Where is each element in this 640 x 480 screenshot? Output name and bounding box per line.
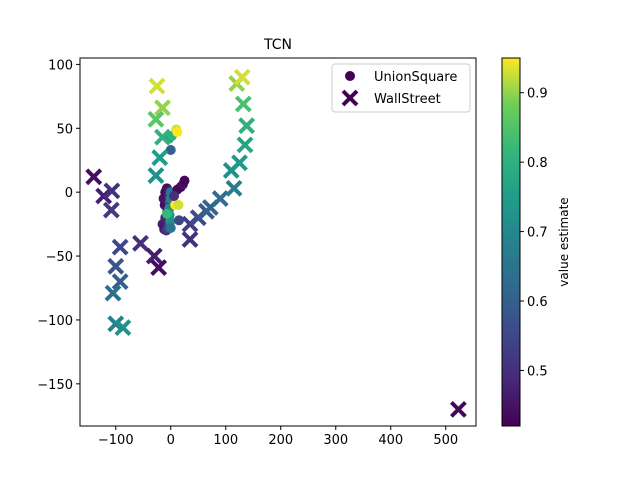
chart-title: TCN bbox=[263, 37, 292, 53]
wallstreet-point bbox=[231, 154, 248, 172]
colorbar-tick-label: 0.5 bbox=[527, 364, 548, 379]
wallstreet-point bbox=[154, 128, 171, 146]
wallstreet-point bbox=[85, 168, 103, 186]
wallstreet-point bbox=[102, 201, 120, 219]
wallstreet-point bbox=[104, 284, 122, 302]
wallstreet-point bbox=[147, 167, 165, 184]
legend: UnionSquare WallStreet bbox=[331, 63, 471, 113]
plot-frame bbox=[79, 57, 477, 427]
wallstreet-point bbox=[103, 182, 121, 200]
x-tick-label: 100 bbox=[213, 433, 238, 448]
wallstreet-point bbox=[151, 149, 169, 167]
wallstreet-point bbox=[225, 179, 243, 197]
wallstreet-point bbox=[95, 187, 113, 205]
wallstreet-point bbox=[147, 110, 165, 128]
colorbar-tick-label: 0.8 bbox=[527, 156, 548, 171]
wallstreet-point bbox=[234, 95, 252, 113]
unionsquare-point bbox=[165, 145, 176, 155]
y-axis: −150 −100 −50 0 50 100 bbox=[37, 58, 80, 393]
wallstreet-point bbox=[154, 99, 171, 117]
colorbar-label: value estimate bbox=[557, 197, 571, 286]
x-tick-label: 300 bbox=[323, 433, 348, 448]
x-tick-label: 400 bbox=[378, 433, 403, 448]
wallstreet-point bbox=[449, 400, 467, 418]
colorbar bbox=[501, 57, 521, 427]
y-tick-label: 50 bbox=[56, 122, 73, 137]
wallstreet-point bbox=[211, 190, 229, 207]
legend-box bbox=[331, 63, 471, 113]
x-tick-label: −100 bbox=[98, 433, 134, 448]
wallstreet-point bbox=[148, 77, 166, 95]
colorbar-axis: 0.5 0.6 0.7 0.8 0.9 bbox=[520, 87, 548, 379]
legend-label-unionsquare: UnionSquare bbox=[374, 70, 457, 85]
legend-marker-wallstreet bbox=[341, 89, 359, 107]
colorbar-tick-label: 0.7 bbox=[527, 226, 548, 241]
y-tick-label: −50 bbox=[46, 250, 73, 265]
x-tick-label: 500 bbox=[433, 433, 458, 448]
wallstreet-point bbox=[150, 259, 168, 276]
y-tick-label: 0 bbox=[65, 186, 73, 201]
wallstreet-point bbox=[114, 319, 132, 337]
unionsquare-point bbox=[174, 215, 184, 226]
plot-marks bbox=[85, 68, 467, 418]
wallstreet-point bbox=[111, 273, 129, 291]
wallstreet-point bbox=[145, 247, 163, 265]
wallstreet-point bbox=[233, 68, 251, 86]
unionsquare-point bbox=[161, 208, 172, 219]
legend-marker-unionsquare bbox=[345, 71, 355, 81]
y-tick-label: 100 bbox=[48, 58, 73, 73]
x-tick-label: 200 bbox=[268, 433, 293, 448]
legend-label-wallstreet: WallStreet bbox=[374, 92, 441, 107]
wallstreet-point bbox=[107, 257, 125, 275]
wallstreet-point bbox=[236, 136, 254, 154]
y-tick-label: −150 bbox=[37, 378, 73, 393]
wallstreet-point bbox=[132, 234, 149, 252]
colorbar-tick-label: 0.9 bbox=[527, 87, 548, 102]
unionsquare-point bbox=[173, 199, 184, 210]
colorbar-tick-label: 0.6 bbox=[527, 295, 548, 310]
wallstreet-point bbox=[111, 238, 129, 256]
unionsquare-point bbox=[172, 127, 183, 138]
y-tick-label: −100 bbox=[37, 314, 73, 329]
wallstreet-point bbox=[238, 117, 256, 135]
unionsquare-point bbox=[165, 222, 176, 233]
x-tick-label: 0 bbox=[167, 433, 175, 448]
unionsquare-point bbox=[169, 191, 180, 201]
unionsquare-point bbox=[179, 175, 190, 186]
x-axis: −100 0 100 200 300 400 500 bbox=[98, 426, 458, 448]
wallstreet-point bbox=[181, 231, 199, 248]
